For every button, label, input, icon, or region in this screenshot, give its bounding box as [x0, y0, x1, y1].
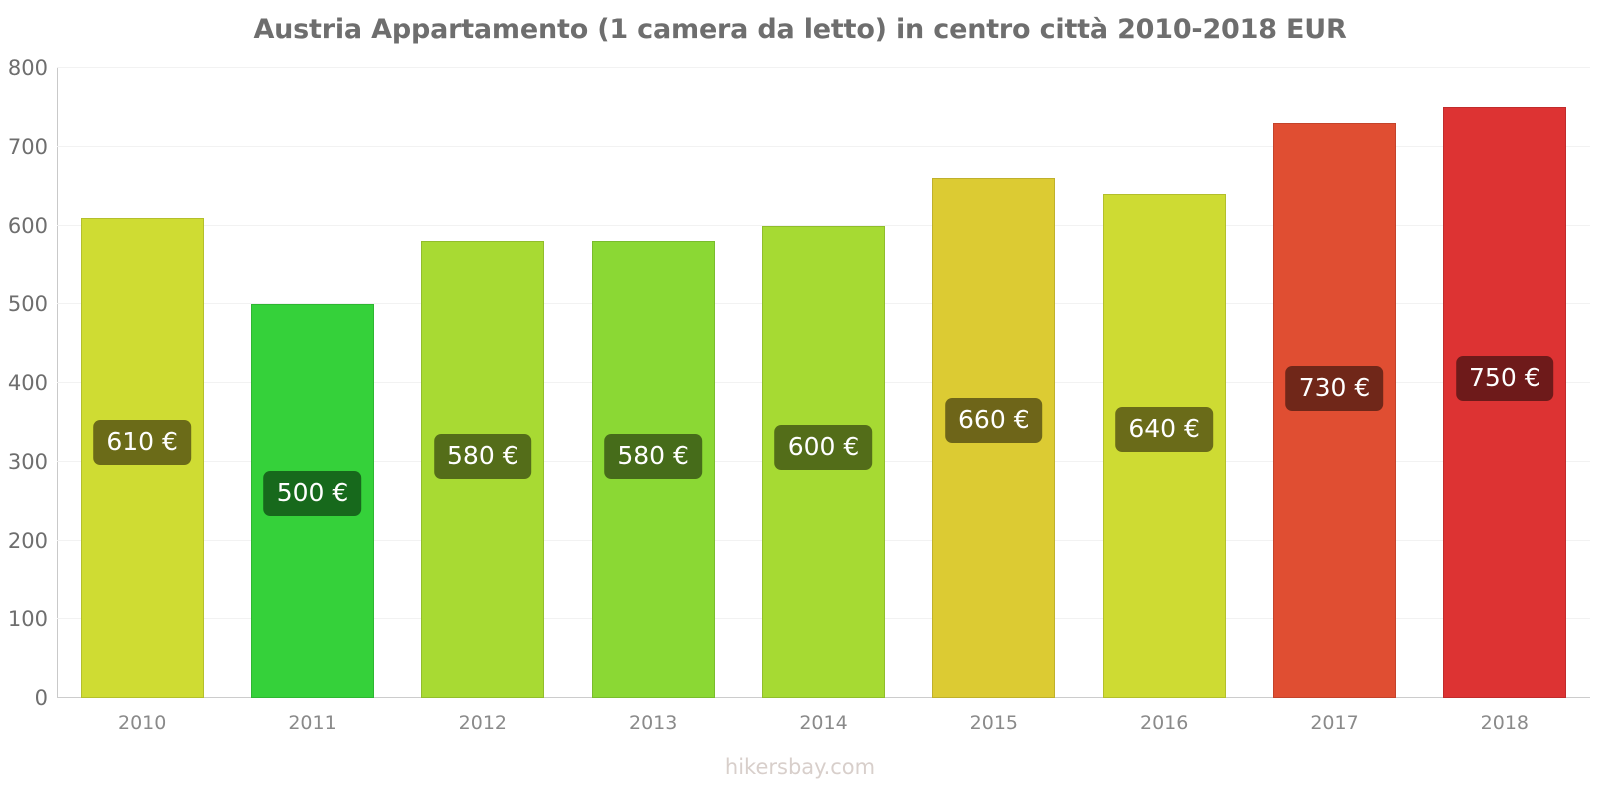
y-tick-label: 400 [7, 371, 48, 395]
y-tick-label: 600 [7, 213, 48, 238]
y-tick-label: 700 [7, 134, 48, 159]
bar-2011[interactable]: 500 € [250, 304, 375, 698]
y-tick-label: 500 [7, 292, 48, 317]
bar-value-label: 500 € [263, 470, 362, 516]
chart-title: Austria Appartamento (1 camera da letto)… [253, 14, 1347, 45]
y-axis-line [57, 68, 58, 698]
bar-2012[interactable]: 580 € [421, 241, 545, 698]
x-tick-label-2011: 2011 [288, 712, 337, 734]
bar-2018[interactable]: 750 € [1443, 107, 1567, 698]
gridline [57, 224, 1590, 226]
plot-area: 610 € 500 € 580 € 580 € 600 € 660 € 640 € 730 €… [57, 67, 1590, 698]
footer-credit: hikersbay.com [724, 755, 876, 779]
bar-2010[interactable]: 610 € [80, 217, 204, 698]
bar-2013[interactable]: 580 € [591, 241, 715, 698]
x-tick-label-2017: 2017 [1310, 712, 1359, 734]
x-tick-label-2012: 2012 [458, 712, 508, 734]
x-tick-label-2015: 2015 [969, 712, 1019, 734]
x-tick-label-2014: 2014 [799, 712, 848, 734]
x-tick-label-2018: 2018 [1480, 712, 1530, 734]
bar-2015[interactable]: 660 € [932, 178, 1056, 698]
y-tick-label: 300 [7, 449, 48, 474]
bar-value-label: 750 € [1456, 356, 1554, 402]
bar-value-label: 580 € [434, 434, 532, 480]
x-tick-label-2010: 2010 [117, 712, 167, 734]
y-tick-label: 100 [7, 607, 48, 632]
bar-value-label: 660 € [945, 397, 1043, 443]
bar-value-label: 610 € [93, 420, 191, 466]
x-tick-label-2013: 2013 [628, 712, 678, 734]
y-tick-label: 200 [7, 528, 48, 553]
bar-value-label: 600 € [774, 424, 873, 470]
y-tick-label: 0 [34, 686, 48, 710]
bar-2017[interactable]: 730 € [1272, 123, 1397, 698]
gridline [57, 67, 1590, 68]
bar-value-label: 640 € [1115, 406, 1213, 452]
bar-2016[interactable]: 640 € [1102, 194, 1226, 698]
bar-2014[interactable]: 600 € [761, 225, 886, 698]
gridline [57, 145, 1590, 147]
y-tick-label: 800 [7, 56, 48, 80]
bar-value-label: 730 € [1285, 365, 1384, 411]
x-tick-label-2016: 2016 [1139, 712, 1189, 734]
bar-value-label: 580 € [604, 434, 702, 480]
